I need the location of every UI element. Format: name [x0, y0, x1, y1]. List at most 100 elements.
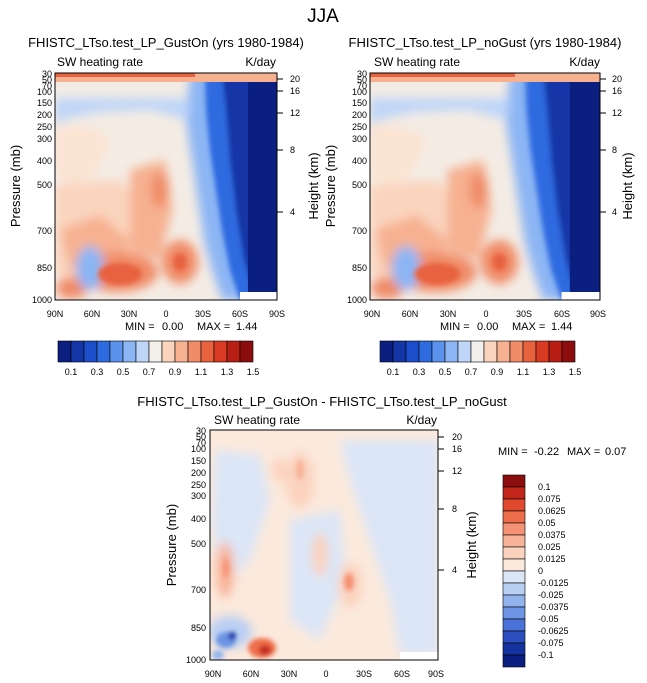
field-label: SW heating rate	[57, 55, 143, 69]
y-tick-label: 50	[42, 75, 52, 85]
y-tick-label: 30	[357, 69, 367, 79]
y-tick-label: 700	[191, 585, 206, 595]
colorbar-tick-label: 0.1	[387, 367, 400, 377]
colorbar-swatch	[431, 340, 446, 363]
left-axis: Pressure (mb) 30 50 70 100 150 200 250 3…	[8, 69, 52, 305]
height-tick-label: 4	[452, 565, 457, 575]
colorbar-swatch	[535, 340, 550, 363]
min-label: MIN =	[440, 321, 470, 333]
height-tick-label: 20	[290, 74, 300, 84]
colorbar-tick-label: 0.9	[169, 367, 182, 377]
x-axis: 90N 60N 30N 0 30S 60S 90S	[205, 669, 444, 679]
colorbar-tick-label: 0.5	[439, 367, 452, 377]
colorbar-swatch	[502, 510, 526, 524]
y-tick-label: 250	[191, 480, 206, 490]
colorbar-tick-label: 1.3	[543, 367, 556, 377]
colorbar-swatch	[502, 594, 526, 608]
height-tick-label: 12	[290, 108, 300, 118]
colorbar-swatch	[502, 618, 526, 632]
height-tick-label: 12	[612, 108, 622, 118]
y-tick-label: 850	[191, 623, 206, 633]
units-label: K/day	[406, 413, 437, 427]
colorbar-tick-label: -0.0125	[538, 578, 569, 588]
y-tick-label: 100	[37, 87, 52, 97]
x-tick-label: 30S	[516, 309, 532, 319]
y-tick-label: 150	[352, 98, 367, 108]
colorbar	[502, 474, 526, 668]
heatmap-field	[370, 73, 600, 300]
panel-title: FHISTC_LTso.test_LP_noGust (yrs 1980-198…	[349, 35, 622, 50]
colorbar-swatch	[379, 340, 394, 363]
colorbar-swatch	[496, 340, 511, 363]
y-tick-label: 1000	[347, 295, 367, 305]
colorbar-swatch	[502, 606, 526, 620]
y-tick-label: 50	[196, 432, 206, 442]
colorbar-tick-label: 1.1	[195, 367, 208, 377]
colorbar-swatch	[502, 630, 526, 644]
panel-gust-on: FHISTC_LTso.test_LP_GustOn (yrs 1980-198…	[8, 35, 321, 377]
height-tick-label: 20	[452, 432, 462, 442]
colorbar-tick-label: 0.0375	[538, 530, 566, 540]
colorbar-tick-label: 0.0125	[538, 554, 566, 564]
colorbar-swatch	[405, 340, 420, 363]
height-tick-label: 16	[612, 86, 622, 96]
colorbar-swatch	[502, 570, 526, 584]
min-max-readout: MIN = -0.22 MAX = 0.07	[498, 446, 626, 458]
colorbar-swatch	[392, 340, 407, 363]
height-tick-label: 16	[290, 86, 300, 96]
height-tick-label: 4	[290, 207, 295, 217]
colorbar-swatch	[502, 546, 526, 560]
y-tick-label: 100	[191, 444, 206, 454]
height-tick-label: 12	[452, 466, 462, 476]
colorbar-tick-label: 1.5	[569, 367, 582, 377]
colorbar-swatch	[70, 340, 85, 363]
colorbar-swatch	[135, 340, 150, 363]
colorbar-swatch	[502, 486, 526, 500]
x-tick-label: 30N	[121, 309, 138, 319]
x-axis: 90N 60N 30N 0 30S 60S 90S	[364, 309, 606, 319]
y-tick-label: 30	[42, 69, 52, 79]
height-tick-label: 16	[452, 444, 462, 454]
panel-title: FHISTC_LTso.test_LP_GustOn (yrs 1980-198…	[28, 35, 304, 50]
y-axis-title: Pressure (mb)	[8, 145, 23, 227]
left-axis: Pressure (mb) 30 50 70 100 150 200 250 3…	[164, 426, 206, 665]
min-value: 0.00	[477, 321, 498, 333]
colorbar-tick-label: 0.5	[117, 367, 130, 377]
heatmap-field	[55, 73, 277, 300]
x-tick-label: 60N	[243, 669, 260, 679]
colorbar-swatch	[502, 654, 526, 668]
max-label: MAX =	[197, 321, 230, 333]
colorbar-swatch	[109, 340, 124, 363]
height-tick-label: 8	[290, 145, 295, 155]
max-label: MAX =	[512, 321, 545, 333]
y-right-axis-title: Height (km)	[464, 511, 479, 578]
colorbar-swatch	[239, 340, 254, 363]
colorbar-swatch	[509, 340, 524, 363]
field-label: SW heating rate	[374, 55, 460, 69]
y-tick-label: 200	[191, 468, 206, 478]
x-tick-label: 30S	[356, 669, 372, 679]
height-tick-label: 20	[612, 74, 622, 84]
colorbar-swatch	[548, 340, 563, 363]
y-tick-label: 500	[37, 180, 52, 190]
colorbar-swatch	[502, 582, 526, 596]
min-label: MIN =	[498, 446, 528, 458]
y-tick-label: 850	[37, 263, 52, 273]
y-tick-label: 50	[357, 75, 367, 85]
x-tick-label: 0	[163, 309, 168, 319]
colorbar-swatch	[187, 340, 202, 363]
x-tick-label: 60N	[84, 309, 101, 319]
x-tick-label: 30S	[195, 309, 211, 319]
colorbar-swatch	[457, 340, 472, 363]
colorbar-swatch	[96, 340, 111, 363]
min-max-readout: MIN = 0.00 MAX = 1.44	[125, 321, 257, 333]
panel-no-gust: FHISTC_LTso.test_LP_noGust (yrs 1980-198…	[323, 35, 635, 377]
colorbar-labels: 0.1 0.075 0.0625 0.05 0.0375 0.025 0.012…	[538, 482, 569, 660]
heatmap-field	[210, 430, 438, 660]
colorbar-tick-label: 0.9	[491, 367, 504, 377]
max-label: MAX =	[567, 446, 600, 458]
min-value: 0.00	[162, 321, 183, 333]
x-tick-label: 90S	[428, 669, 444, 679]
colorbar-swatch	[444, 340, 459, 363]
height-tick-label: 8	[452, 504, 457, 514]
